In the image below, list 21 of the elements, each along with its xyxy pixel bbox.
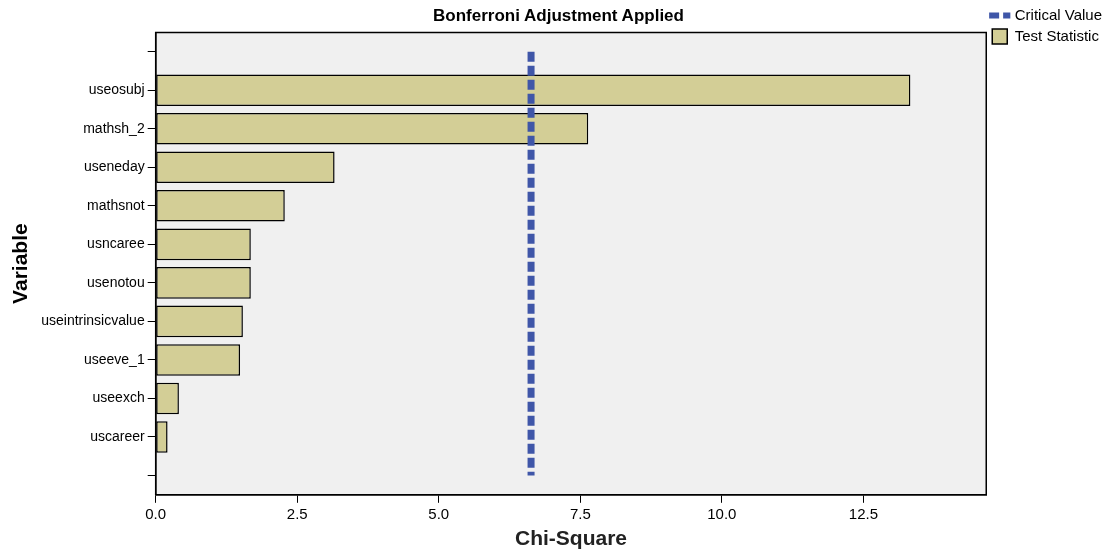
y-tick-label: useexch	[92, 389, 145, 406]
y-tick-label: useneday	[83, 158, 145, 175]
legend-label: Critical Value	[1014, 5, 1103, 23]
y-tick-label: usncaree	[87, 235, 145, 252]
x-tick-label: 5.0	[428, 504, 450, 522]
x-tick-label: 0.0	[145, 504, 167, 522]
x-axis-title: Chi-Square	[514, 526, 627, 550]
y-tick-label: useintrinsicvalue	[41, 312, 145, 329]
y-tick-label: mathsh_2	[83, 119, 145, 136]
x-tick-label: 12.5	[848, 504, 878, 522]
y-tick-label: mathsnot	[87, 196, 145, 213]
y-tick-label: useeve_1	[83, 350, 145, 367]
legend-label: Test Statistic	[1014, 26, 1100, 44]
y-axis-title: Variable	[8, 223, 32, 304]
x-tick-label: 10.0	[707, 504, 737, 522]
y-tick-label: usenotou	[87, 273, 145, 290]
x-tick-label: 7.5	[569, 504, 591, 522]
y-tick-label: uscareer	[90, 427, 146, 444]
chart-title: Bonferroni Adjustment Applied	[433, 5, 684, 25]
x-tick-label: 2.5	[286, 504, 308, 522]
y-tick-label: useosubj	[88, 81, 145, 98]
